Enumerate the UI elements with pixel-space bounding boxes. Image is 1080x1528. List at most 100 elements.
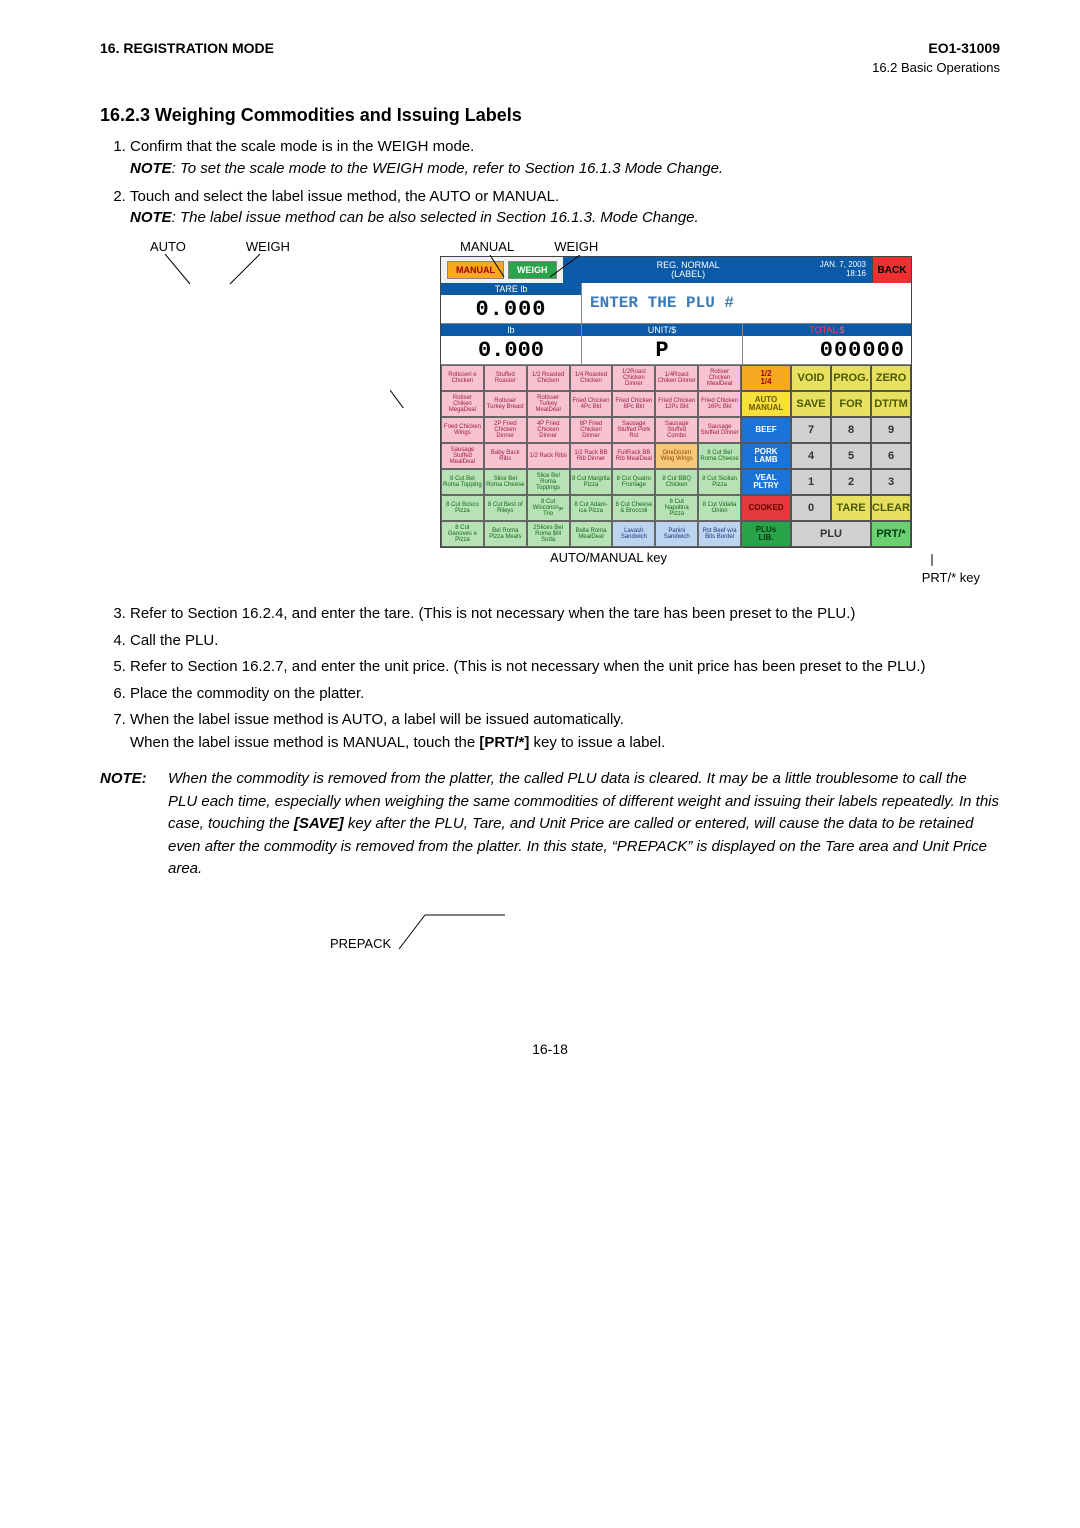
callout-weigh-label: WEIGH [246,239,290,254]
enter-plu-prompt[interactable]: ENTER THE PLU # [582,283,911,323]
plu-item[interactable]: 1/4 Roasted Chicken [570,365,613,391]
keypad-key[interactable]: 9 [871,417,911,443]
keypad-key[interactable]: SAVE [791,391,831,417]
automanual-key-label: AUTO/MANUAL key [550,550,667,565]
mode-tab-manual[interactable]: MANUAL [447,261,504,279]
prt-button[interactable]: PRT/* [871,521,911,547]
keypad-key[interactable]: PROG. [831,365,871,391]
keypad-key[interactable]: 8 [831,417,871,443]
tare-value: 0.000 [441,295,581,323]
plu-item[interactable]: Panini Sandwich [655,521,698,547]
plu-item[interactable]: 1/2 Roasted Chicken [527,365,570,391]
keypad-key[interactable]: 3 [871,469,911,495]
note-label: NOTE: [100,768,168,881]
plu-item[interactable]: Sausage Stuffed MealDeal [441,443,484,469]
plu-item[interactable]: 8 Cut Vidalia Onion [698,495,741,521]
plu-item[interactable]: Bel Roma Pizza Meals [484,521,527,547]
plu-item[interactable]: Rst Beef w/a Bits Bordel [698,521,741,547]
lb-header: lb [441,324,581,336]
keypad-key[interactable]: 7 [791,417,831,443]
mode-tab-weigh[interactable]: WEIGH [508,261,557,279]
keypad-key[interactable]: 0 [791,495,831,521]
plu-item[interactable]: Stuffed Roaster [484,365,527,391]
side-button[interactable]: PLUsLIB. [741,521,791,547]
total-value: 000000 [743,336,911,364]
keypad-key[interactable]: 1 [791,469,831,495]
plu-item[interactable]: 1/4Roast Chiken Dinner [655,365,698,391]
keypad-key[interactable]: VOID [791,365,831,391]
keypad-key[interactable]: DT/TM [871,391,911,417]
keypad-key[interactable]: 4 [791,443,831,469]
keypad-key[interactable]: CLEAR [871,495,911,521]
keypad-key[interactable]: 2 [831,469,871,495]
plu-item[interactable]: Bella Roma MealDeal [570,521,613,547]
keypad-key[interactable]: 5 [831,443,871,469]
lb-value: 0.000 [441,336,581,364]
side-button[interactable]: PORKLAMB [741,443,791,469]
plu-item[interactable]: Fried Chicken 12Pc Bkt [655,391,698,417]
plu-item[interactable]: Fried Chicken 16Pc Bkt [698,391,741,417]
header-sub: 16.2 Basic Operations [100,60,1000,75]
plu-item[interactable]: 8P Fried Chicken Dinner [570,417,613,443]
plu-item[interactable]: FullRack BB Rib MealDeal [612,443,655,469]
plu-item[interactable]: 8 Cut Sicilian Pizza [698,469,741,495]
plu-item[interactable]: Rotisseri e Chicken [441,365,484,391]
callout-left: AUTO WEIGH [130,239,410,294]
keypad-key[interactable]: ZERO [871,365,911,391]
plu-item[interactable]: Slice Bel Roma Cheese [484,469,527,495]
plu-item[interactable]: 8 Cut BBQ Chicken [655,469,698,495]
plu-item[interactable]: Slice Bel Roma Toppings [527,469,570,495]
plu-item[interactable]: 8 Cut Genoves e Pizza [441,521,484,547]
header-right: EO1-31009 [928,40,1000,56]
section-title: 16.2.3 Weighing Commodities and Issuing … [100,105,1000,126]
side-button[interactable]: AUTOMANUAL [741,391,791,417]
date-box: JAN. 7, 2003 18:16 [814,257,872,283]
side-button[interactable]: COOKED [741,495,791,521]
plu-item[interactable]: 8 Cut Napoltna Pizza [655,495,698,521]
plu-item[interactable]: 8 Cut Cheese & Broccoli [612,495,655,521]
plu-item[interactable]: Fried Chicken Wings [441,417,484,443]
plu-item[interactable]: Baby Back Ribs [484,443,527,469]
plu-item[interactable]: Fried Chicken 8Pc Bkt [612,391,655,417]
plu-item[interactable]: 8 Cut Bosco Pizza [441,495,484,521]
plu-item[interactable]: Sausage Stuffed Combo [655,417,698,443]
keypad-key[interactable]: TARE [831,495,871,521]
steps-list-b: Refer to Section 16.2.4, and enter the t… [100,603,1000,754]
unit-header: UNIT/$ [582,324,742,336]
side-button[interactable]: 1/21/4 [741,365,791,391]
plu-item[interactable]: 8 Cut Bel Roma Topping [441,469,484,495]
plu-item[interactable]: 4P Fried Chicken Dinner [527,417,570,443]
plu-item[interactable]: 8 Cut Adam-ica Pizza [570,495,613,521]
plu-item[interactable]: Rotiser Chicken MealDeal [698,365,741,391]
back-button[interactable]: BACK [872,257,911,283]
plu-item[interactable]: 2P Fried Chicken Dinner [484,417,527,443]
tare-box: TARE lb 0.000 [441,283,582,323]
plu-item[interactable]: Sausage Stuffed Pork Rst [612,417,655,443]
plu-item[interactable]: 8 Cut Wisconsnيو Trio [527,495,570,521]
pos-screen: MANUAL WEIGH REG. NORMAL (LABEL) JAN. 7,… [440,256,912,548]
plu-item[interactable]: 8 Cut Quatro Fromage [612,469,655,495]
plu-item[interactable]: Fried Chicken 4Pc Bkt [570,391,613,417]
plu-item[interactable]: Rotisser Turkey MealDeal [527,391,570,417]
side-buttons: 1/21/4AUTOMANUALBEEFPORKLAMBVEALPLTRYCOO… [741,365,791,547]
side-button[interactable]: BEEF [741,417,791,443]
plu-item[interactable]: OneDozen Wing Wings [655,443,698,469]
plu-item[interactable]: Lavash Sandwich [612,521,655,547]
plu-item[interactable]: 8 Cut Margrita Pizza [570,469,613,495]
plu-item[interactable]: 1/2 Rack Ribs [527,443,570,469]
total-hdr-b: $ [840,325,845,335]
step-1-text: Confirm that the scale mode is in the WE… [130,138,474,155]
plu-button[interactable]: PLU [791,521,871,547]
plu-item[interactable]: 8 Cut Bel Roma Cheese [698,443,741,469]
plu-item[interactable]: 8 Cut Best of Rileys [484,495,527,521]
plu-item[interactable]: Sausage Stuffed Dinner [698,417,741,443]
keypad-key[interactable]: FOR [831,391,871,417]
callout-right: MANUAL WEIGH MANUAL WEIGH REG. NORMAL (L… [410,239,1000,585]
plu-item[interactable]: 1/2Roast Chicken Dinner [612,365,655,391]
func-keypad: VOIDPROG.ZERO SAVEFORDT/TM 789 456 123 0TAREC… [791,365,911,547]
callout-weigh-label-2: WEIGH [554,239,598,254]
plu-item[interactable]: 2Slices Bel Roma $M Soda [527,521,570,547]
keypad-key[interactable]: 6 [871,443,911,469]
side-button[interactable]: VEALPLTRY [741,469,791,495]
plu-item[interactable]: 1/2 Rack BB Rib Dinner [570,443,613,469]
